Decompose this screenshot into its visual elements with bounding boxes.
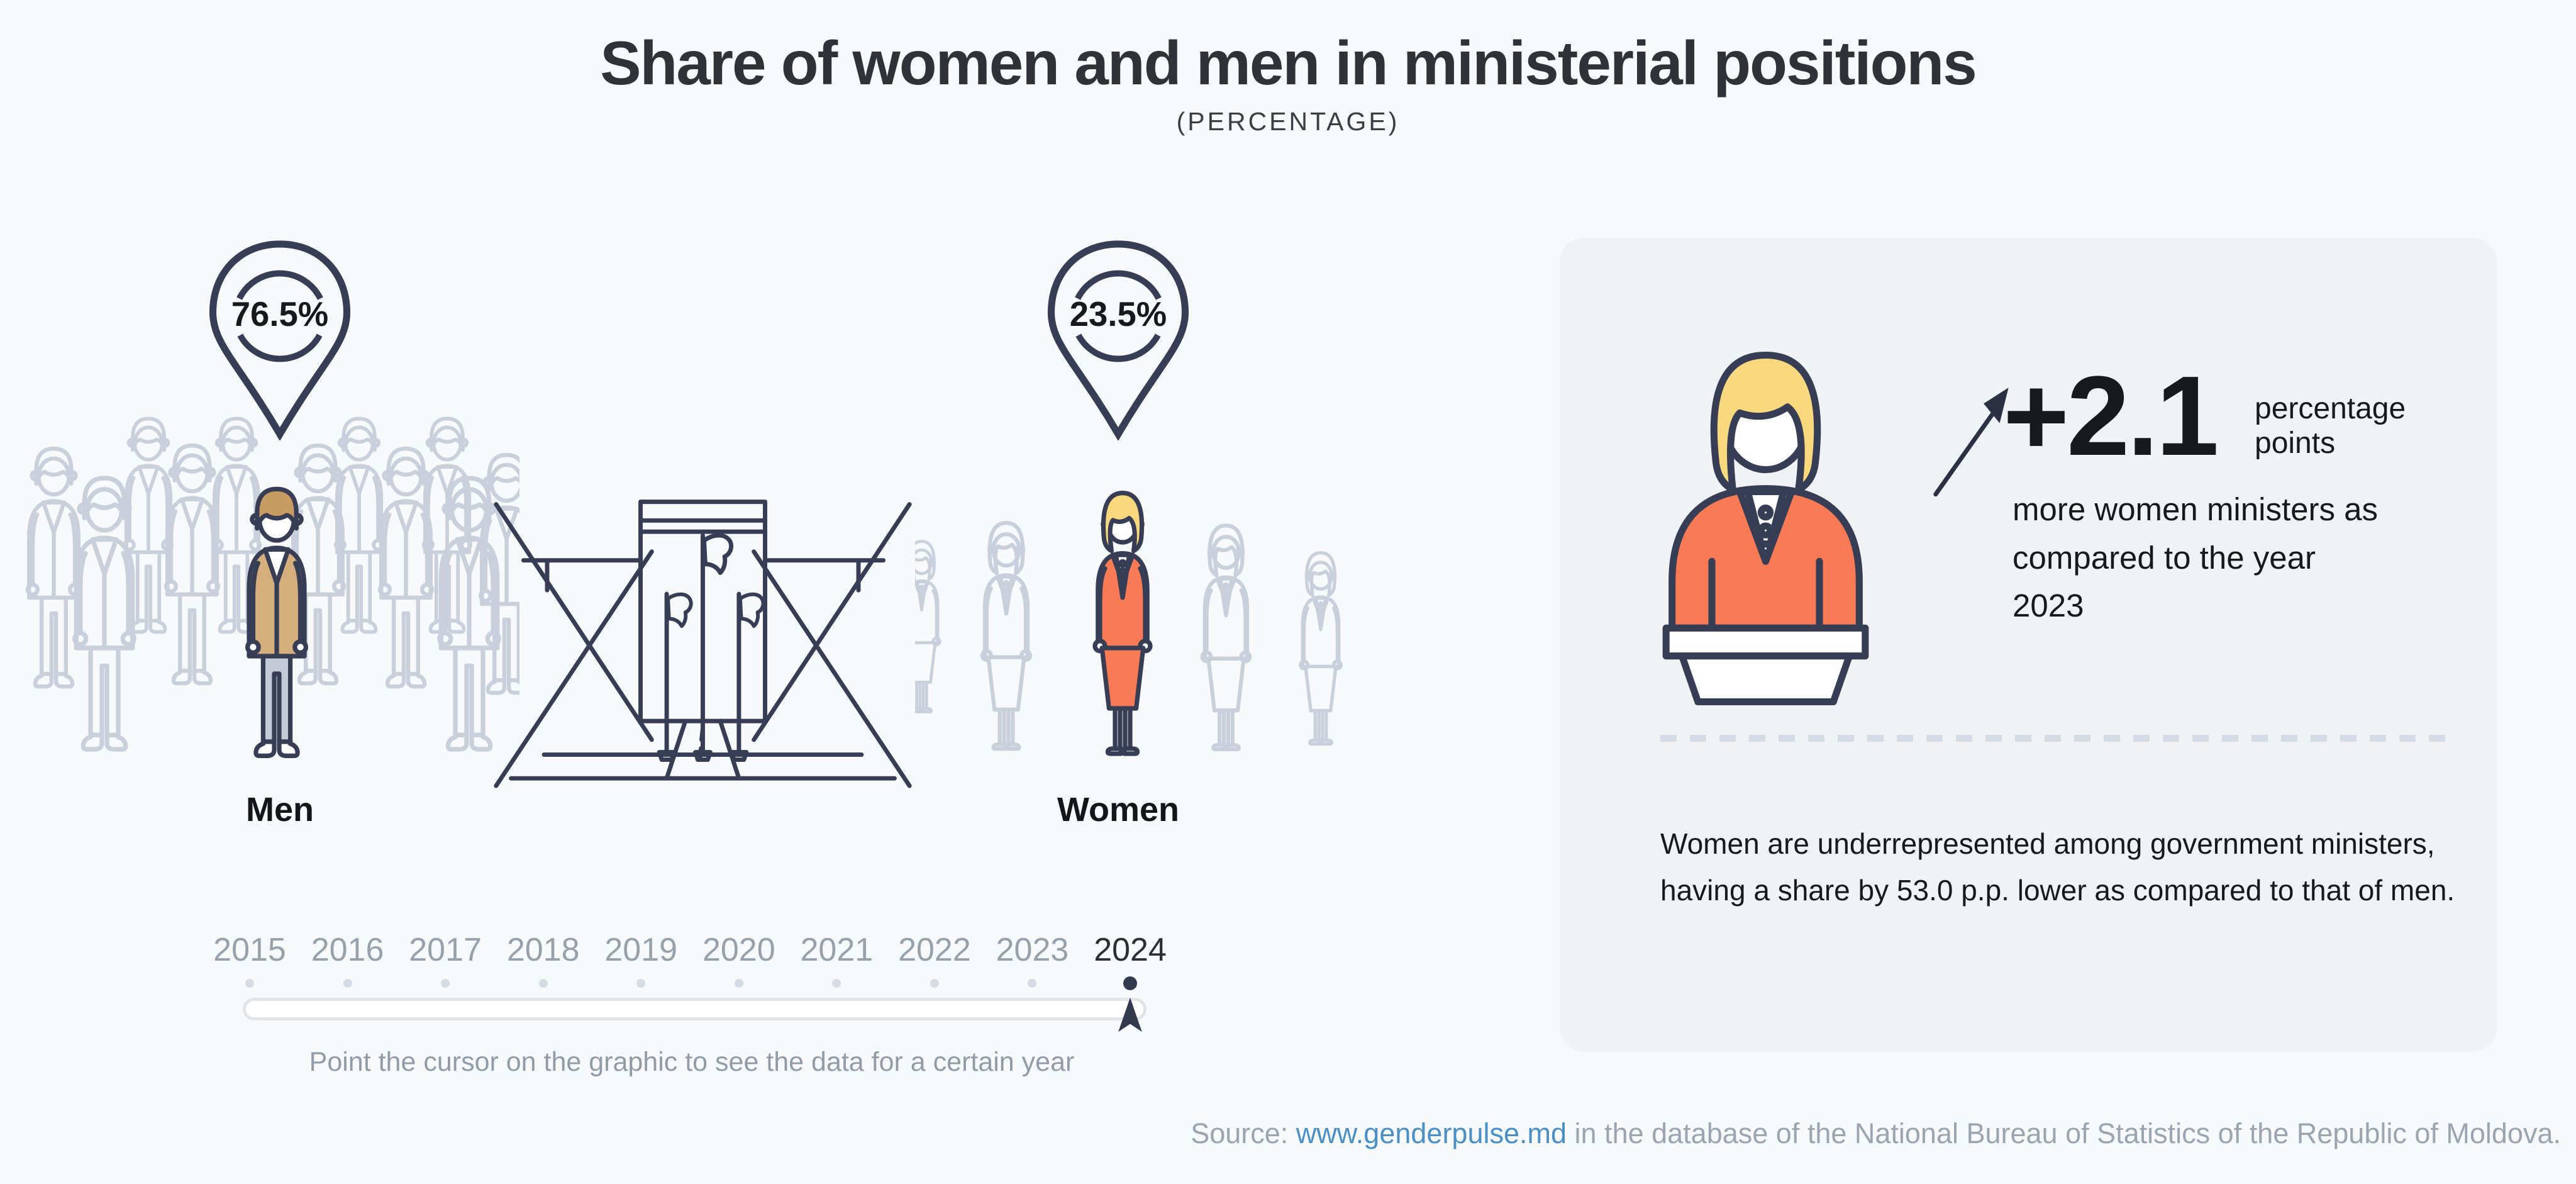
timeline-dot-2019[interactable]: [636, 979, 646, 988]
timeline-years: 2015 2016 2017 2018 2019 2020 2021 2022 2023 2024: [0, 931, 1384, 971]
timeline-dot-2020[interactable]: [734, 979, 743, 988]
delta-value: +2.1: [2003, 353, 2219, 479]
timeline-year-2019[interactable]: 2019: [604, 932, 678, 968]
building-ground-lines: [509, 752, 897, 781]
podium-board: [1662, 624, 1869, 660]
timeline-hint: Point the cursor on the graphic to see t…: [309, 1047, 1075, 1077]
page-title: Share of women and men in ministerial po…: [600, 28, 1977, 98]
woman-minister-podium-illustration: [1662, 351, 1869, 706]
women-share-pin[interactable]: 23.5%: [1040, 238, 1196, 440]
pin-inner-arc-top: [236, 270, 323, 300]
timeline-year-2016[interactable]: 2016: [311, 932, 384, 968]
building-walkway: [664, 718, 741, 781]
timeline-year-2020[interactable]: 2020: [702, 932, 775, 968]
timeline-year-2018[interactable]: 2018: [506, 932, 580, 968]
timeline-track[interactable]: [243, 998, 1146, 1020]
timeline-cursor-icon[interactable]: [1116, 996, 1145, 1035]
timeline-dot-2018[interactable]: [538, 979, 548, 988]
pin-inner-arc-top: [1075, 270, 1162, 300]
timeline-dot-2024[interactable]: [1123, 976, 1138, 990]
women-share-value: 23.5%: [1070, 295, 1167, 333]
women-group-label: Women: [1057, 791, 1179, 829]
timeline-year-2021[interactable]: 2021: [800, 932, 874, 968]
timeline-year-2017[interactable]: 2017: [409, 932, 482, 968]
dashed-divider: [1660, 735, 2446, 742]
highlighted-woman-figure: [1095, 493, 1150, 754]
pin-inner-arc-bottom: [1075, 333, 1161, 362]
building-perspective-left: [494, 502, 654, 788]
increase-arrow-icon: [1933, 388, 2009, 497]
men-crowd-illustration[interactable]: [16, 406, 519, 764]
flag-poles: [664, 533, 741, 755]
timeline-dot-2021[interactable]: [832, 979, 841, 988]
building-perspective-right: [752, 502, 912, 788]
source-prefix: Source:: [1191, 1117, 1296, 1149]
timeline-dot-2022[interactable]: [930, 979, 939, 988]
source-suffix: in the database of the National Bureau o…: [1567, 1117, 2561, 1149]
highlighted-man-figure: [247, 489, 306, 756]
timeline-year-2024[interactable]: 2024: [1094, 932, 1167, 968]
woman-hair: [1710, 351, 1821, 493]
timeline-dot-2015[interactable]: [245, 979, 254, 988]
men-share-pin[interactable]: 76.5%: [202, 238, 358, 440]
timeline-dot-2016[interactable]: [343, 979, 352, 988]
source-link[interactable]: www.genderpulse.md: [1296, 1117, 1567, 1149]
pin-inner-arc-bottom: [237, 333, 323, 362]
women-crowd-illustration[interactable]: [915, 406, 1374, 764]
delta-caption: more women ministers as compared to the …: [2012, 491, 2378, 623]
source-line: Source: www.genderpulse.md in the databa…: [1191, 1117, 2561, 1150]
timeline-year-2022[interactable]: 2022: [898, 932, 971, 968]
timeline-dot-2023[interactable]: [1028, 979, 1037, 988]
delta-unit: percentage points: [2255, 392, 2406, 461]
timeline-dot-2017[interactable]: [441, 979, 450, 988]
timeline-year-2023[interactable]: 2023: [996, 932, 1069, 968]
men-group-label: Men: [246, 791, 314, 829]
men-share-value: 76.5%: [231, 295, 329, 333]
government-building-illustration[interactable]: [484, 478, 921, 790]
flag-pole-bases: [657, 750, 749, 762]
panel-note: Women are underrepresented among governm…: [1660, 827, 2455, 907]
timeline-dots: [0, 976, 1384, 998]
detail-panel: +2.1 percentage points more women minist…: [1560, 238, 2497, 1052]
timeline-year-2015[interactable]: 2015: [213, 932, 286, 968]
podium-base: [1678, 652, 1853, 706]
page-subtitle: (PERCENTAGE): [1176, 107, 1400, 136]
